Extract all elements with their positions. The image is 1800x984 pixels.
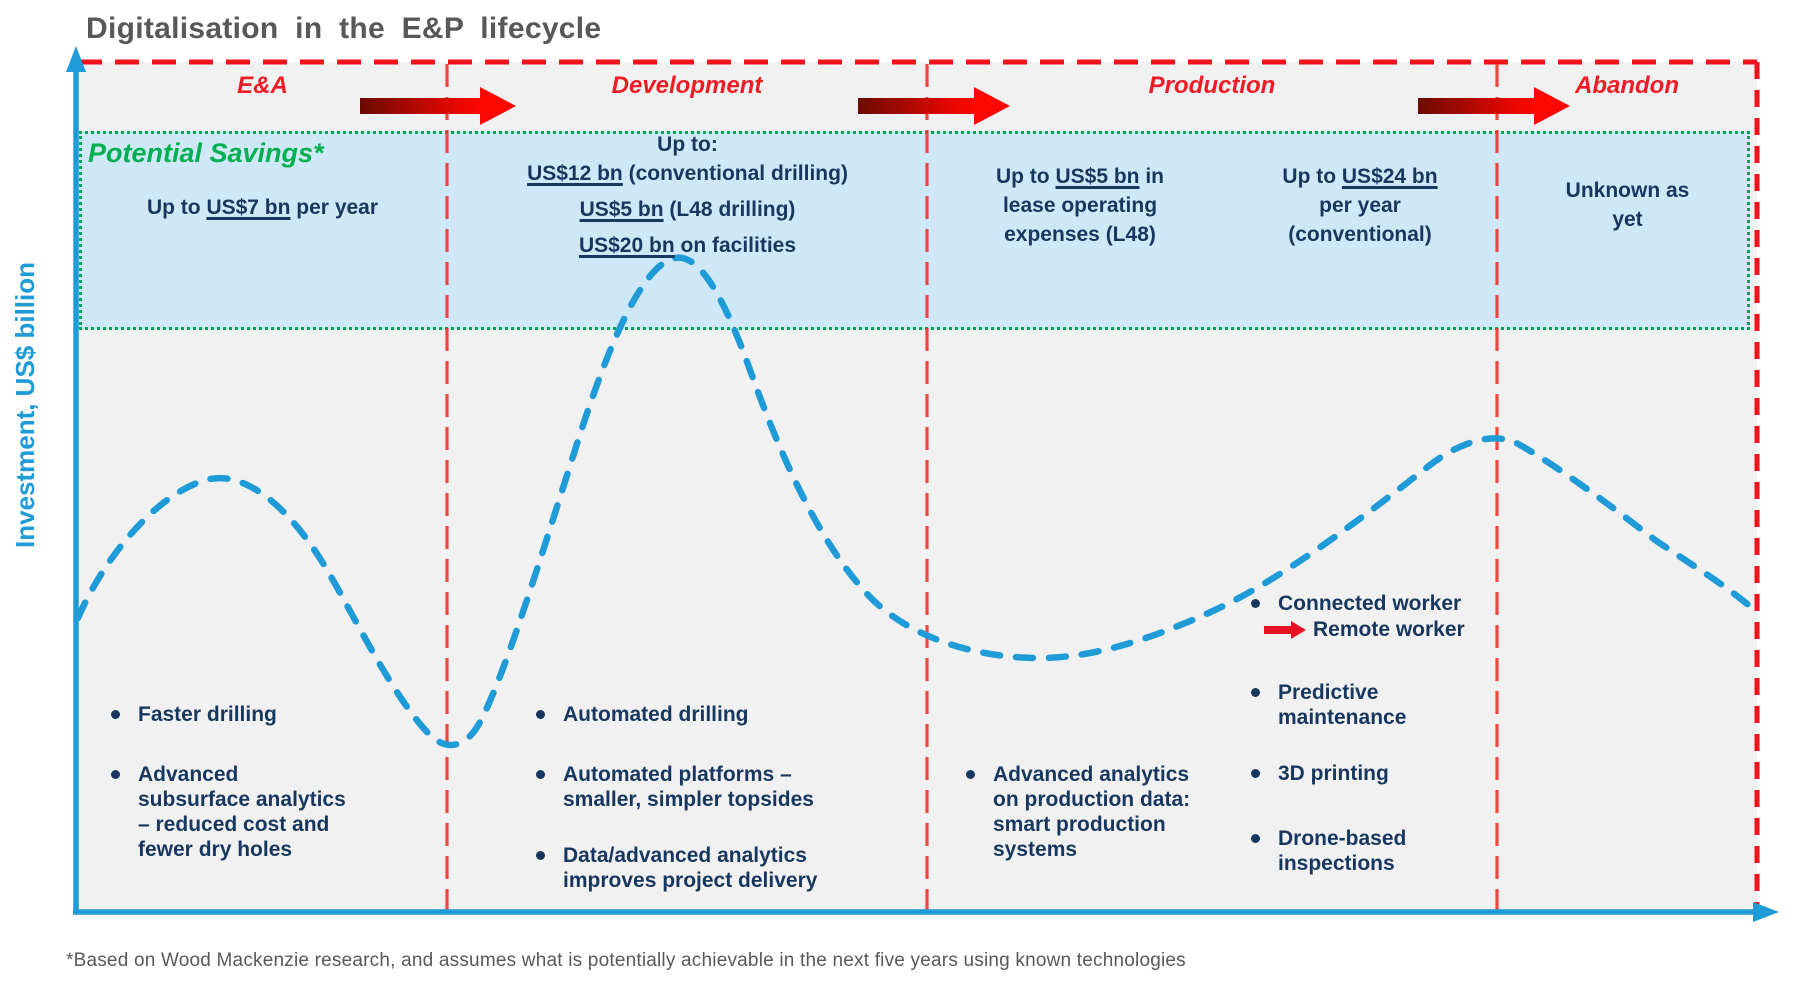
savings-production-conventional: Up to US$24 bn per year (conventional) (1235, 162, 1485, 249)
bullet-list-production-right: Connected worker Remote worker Predictiv… (1248, 591, 1468, 876)
savings-dev-line2: US$5 bn (L48 drilling) (579, 198, 796, 221)
list-item: Automated drilling (533, 702, 813, 727)
list-item: Faster drilling (108, 702, 348, 727)
savings-production-lease: Up to US$5 bn in lease operating expense… (945, 162, 1215, 249)
footnote: *Based on Wood Mackenzie research, and a… (66, 950, 1186, 971)
savings-prod-b-line2: per year (1319, 194, 1401, 217)
savings-abandon: Unknown as yet (1520, 176, 1735, 234)
list-item: Automated platforms – smaller, simpler t… (533, 762, 814, 812)
savings-ea: Up to US$7 bn per year (146, 196, 379, 219)
savings-prod-b-line3: (conventional) (1288, 223, 1432, 246)
savings-dev-intro: Up to: (657, 133, 718, 156)
list-item-connected-worker: Connected worker Remote worker (1248, 591, 1468, 642)
savings-dev-line1: US$12 bn (conventional drilling) (527, 162, 848, 185)
list-item: Advanced analytics on production data: s… (963, 762, 1193, 862)
red-arrow-icon (1264, 620, 1306, 639)
list-item: Advanced subsurface analytics – reduced … (108, 762, 348, 862)
savings-abandon-line1: Unknown as (1565, 179, 1690, 202)
bullet-list-ea: Faster drilling Advanced subsurface anal… (108, 702, 348, 862)
savings-abandon-line2: yet (1612, 208, 1643, 231)
list-item: Data/advanced analytics improves project… (533, 843, 817, 893)
list-item: Drone-based inspections (1248, 826, 1468, 876)
list-item: Predictive maintenance (1248, 680, 1468, 730)
bullet-list-production: Advanced analytics on production data: s… (963, 762, 1193, 862)
savings-prod-b-line1: Up to US$24 bn (1282, 165, 1438, 188)
page-title: Digitalisation in the E&P lifecycle (86, 12, 602, 45)
phase-label-abandon: Abandon (1575, 72, 1679, 99)
phase-label-development: Development (611, 72, 763, 99)
remote-worker-line: Remote worker (1264, 617, 1468, 642)
list-item: 3D printing (1248, 761, 1468, 786)
phase-label-ea: E&A (237, 72, 288, 99)
savings-prod-a-line1: Up to US$5 bn in (995, 165, 1164, 188)
savings-development: Up to: US$12 bn (conventional drilling) … (460, 134, 915, 264)
y-axis-label: Investment, US$ billion (10, 261, 40, 549)
phase-label-production: Production (1148, 72, 1276, 99)
bullet-list-development: Automated drilling Automated platforms –… (533, 702, 817, 893)
savings-prod-a-line2: lease operating (1002, 194, 1158, 217)
savings-dev-line3: US$20 bn on facilities (578, 234, 797, 257)
savings-prod-a-line3: expenses (L48) (1004, 223, 1156, 246)
potential-savings-heading: Potential Savings* (88, 138, 324, 168)
